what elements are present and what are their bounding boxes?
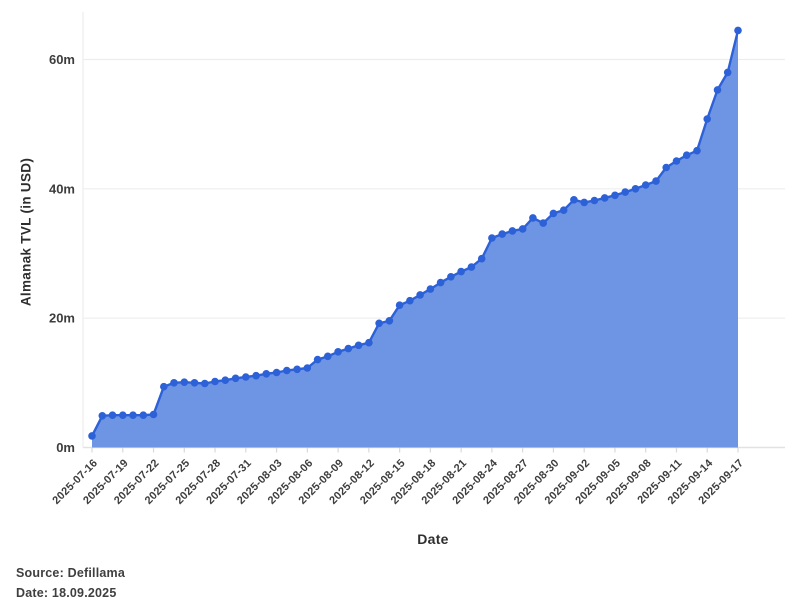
tvl-line — [90, 29, 740, 438]
data-point[interactable] — [385, 317, 394, 325]
data-point[interactable] — [467, 263, 476, 271]
data-point[interactable] — [354, 341, 363, 350]
data-point[interactable] — [201, 379, 209, 388]
y-tick-label: 40m — [49, 181, 75, 196]
data-point[interactable] — [375, 319, 383, 328]
data-point[interactable] — [395, 301, 404, 310]
data-point[interactable] — [119, 411, 127, 420]
data-point[interactable] — [129, 411, 137, 420]
data-point[interactable] — [149, 410, 158, 419]
data-point[interactable] — [713, 86, 722, 94]
data-point[interactable] — [662, 163, 670, 172]
data-point[interactable] — [652, 177, 660, 185]
source-line: Source: Defillama — [16, 566, 125, 580]
data-point[interactable] — [447, 273, 455, 281]
data-point[interactable] — [580, 198, 588, 207]
data-point[interactable] — [641, 181, 650, 189]
data-point[interactable] — [682, 151, 691, 159]
data-point[interactable] — [672, 157, 681, 165]
data-point[interactable] — [559, 206, 568, 214]
data-point[interactable] — [324, 352, 332, 361]
data-point[interactable] — [303, 364, 312, 372]
data-point[interactable] — [631, 185, 640, 193]
data-point[interactable] — [190, 379, 199, 387]
data-point[interactable] — [180, 378, 189, 387]
data-point[interactable] — [231, 374, 240, 383]
data-point[interactable] — [508, 227, 517, 235]
data-point[interactable] — [242, 373, 250, 381]
data-point[interactable] — [262, 370, 271, 378]
data-point[interactable] — [529, 214, 537, 222]
data-point[interactable] — [611, 191, 619, 200]
data-point[interactable] — [734, 26, 742, 35]
y-tick-label: 60m — [49, 52, 75, 67]
area-fill — [92, 30, 738, 448]
data-point[interactable] — [477, 254, 486, 263]
data-point[interactable] — [98, 412, 107, 420]
data-point[interactable] — [272, 368, 281, 377]
data-point[interactable] — [621, 188, 629, 196]
data-point[interactable] — [334, 348, 342, 356]
data-point[interactable] — [211, 377, 219, 386]
data-point[interactable] — [488, 234, 496, 242]
data-point[interactable] — [365, 338, 373, 347]
data-point[interactable] — [600, 194, 609, 202]
data-point[interactable] — [693, 146, 701, 155]
data-point[interactable] — [406, 296, 414, 305]
data-point[interactable] — [252, 371, 260, 380]
data-point[interactable] — [539, 219, 547, 227]
data-point[interactable] — [293, 365, 301, 374]
data-point[interactable] — [549, 209, 558, 218]
data-point[interactable] — [723, 68, 732, 77]
data-point[interactable] — [590, 196, 599, 205]
report-date-line: Date: 18.09.2025 — [16, 586, 117, 600]
y-tick-label: 20m — [49, 311, 75, 326]
data-point[interactable] — [170, 379, 178, 387]
y-axis-title: Almanak TVL (in USD) — [18, 157, 34, 307]
data-point[interactable] — [416, 291, 424, 299]
data-point[interactable] — [221, 376, 230, 385]
data-point[interactable] — [313, 355, 322, 364]
y-tick-label: 0m — [56, 440, 75, 455]
data-point[interactable] — [283, 366, 291, 375]
data-point[interactable] — [108, 411, 117, 420]
data-point[interactable] — [570, 196, 578, 204]
data-point[interactable] — [88, 432, 96, 440]
data-point[interactable] — [160, 382, 168, 391]
source-note: Source: Defillama Date: 18.09.2025 — [16, 563, 125, 603]
data-point[interactable] — [498, 230, 507, 238]
data-point[interactable] — [139, 411, 148, 420]
data-point[interactable] — [344, 344, 353, 353]
data-point[interactable] — [436, 278, 445, 287]
data-point[interactable] — [703, 115, 711, 123]
data-point[interactable] — [518, 225, 527, 233]
x-axis-title: Date — [417, 531, 449, 547]
data-point[interactable] — [426, 285, 435, 293]
data-point[interactable] — [457, 267, 465, 276]
